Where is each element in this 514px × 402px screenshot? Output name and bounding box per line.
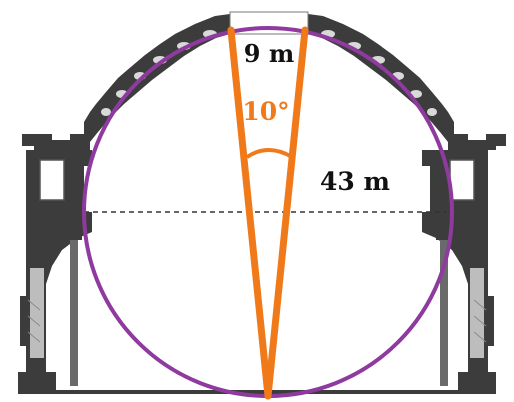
angle-label: 10°: [242, 97, 289, 126]
cone-left-ray: [227, 26, 272, 400]
angle-arc: [245, 148, 294, 159]
dome-right-steps: [308, 14, 506, 150]
left-upper-niche: [39, 159, 65, 201]
left-lower-niche: [30, 268, 44, 358]
light-cone: [227, 26, 309, 400]
cone-right-ray: [264, 26, 309, 400]
inner-columns: [66, 234, 452, 386]
dome-left-steps: [22, 14, 230, 150]
right-lower-niche: [470, 268, 484, 358]
right-upper-niche: [449, 159, 475, 201]
wall-hatching: [27, 299, 487, 343]
oculus-width-label: 9 m: [244, 39, 294, 68]
diameter-label: 43 m: [320, 167, 390, 196]
